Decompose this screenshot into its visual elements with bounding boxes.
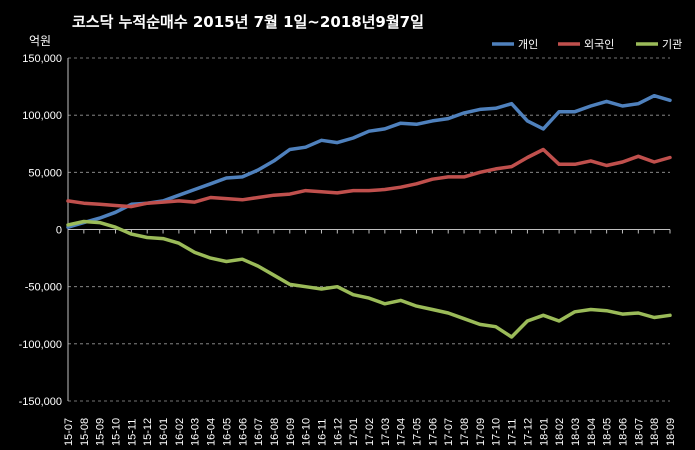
legend-label: 기관 <box>662 38 682 51</box>
legend-label: 외국인 <box>584 38 614 51</box>
x-tick-label: 16-04 <box>206 418 218 446</box>
x-tick-label: 17-10 <box>491 418 503 446</box>
x-axis-ticks: 15-07 15-08 15-09 15-10 15-11 15-12 16-01 16-02… <box>63 229 677 446</box>
x-tick-label: 17-01 <box>348 418 360 446</box>
legend-label: 개인 <box>518 38 538 51</box>
x-tick-label: 17-03 <box>380 418 392 446</box>
x-tick-label: 16-08 <box>269 418 281 446</box>
x-tick-label: 17-05 <box>412 418 424 446</box>
x-tick-label: 15-08 <box>79 418 91 446</box>
x-tick-label: 15-09 <box>95 418 107 446</box>
x-tick-label: 18-06 <box>617 418 629 446</box>
x-tick-label: 16-02 <box>174 418 186 446</box>
x-tick-label: 17-12 <box>522 418 534 446</box>
y-tick-label: 0 <box>56 225 62 237</box>
x-tick-label: 16-10 <box>301 418 313 446</box>
x-tick-label: 18-02 <box>554 418 566 446</box>
x-tick-label: 16-09 <box>285 418 297 446</box>
series-line-외국인 <box>66 147 672 209</box>
x-tick-label: 18-05 <box>602 418 614 446</box>
x-tick-label: 17-11 <box>507 419 519 446</box>
y-tick-label: -50,000 <box>25 282 62 294</box>
series-lines <box>66 93 672 339</box>
y-tick-label: 100,000 <box>22 110 62 122</box>
x-tick-label: 17-02 <box>364 418 376 446</box>
x-tick-label: 16-03 <box>190 418 202 446</box>
x-tick-label: 16-05 <box>221 418 233 446</box>
y-tick-label: 50,000 <box>28 167 62 179</box>
x-tick-label: 16-06 <box>237 418 249 446</box>
x-tick-label: 15-11 <box>126 419 138 446</box>
series-line-기관 <box>66 219 672 339</box>
x-tick-label: 16-12 <box>332 418 344 446</box>
x-tick-label: 18-07 <box>633 418 645 446</box>
x-tick-label: 16-11 <box>316 419 328 446</box>
y-axis-unit-label: 억원 <box>29 34 51 48</box>
x-tick-label: 15-10 <box>111 418 123 446</box>
y-tick-label: -150,000 <box>19 396 62 408</box>
series-line-개인 <box>66 93 672 229</box>
x-tick-label: 18-08 <box>649 418 661 446</box>
x-tick-label: 15-07 <box>63 418 75 446</box>
x-tick-label: 18-09 <box>665 418 677 446</box>
x-tick-label: 17-09 <box>475 418 487 446</box>
x-tick-label: 17-07 <box>443 418 455 446</box>
x-tick-label: 18-03 <box>570 418 582 446</box>
y-tick-label: -100,000 <box>19 339 62 351</box>
y-axis-ticks: 150,000 100,000 50,000 0 -50,000 -100,000 -150… <box>19 53 62 408</box>
x-tick-label: 17-06 <box>427 418 439 446</box>
x-tick-label: 16-07 <box>253 418 265 446</box>
chart-title: 코스닥 누적순매수 2015년 7월 1일~2018년9월7일 <box>72 13 424 31</box>
x-tick-label: 15-12 <box>142 418 154 446</box>
x-tick-label: 18-01 <box>538 418 550 446</box>
x-tick-label: 16-01 <box>158 418 170 446</box>
y-tick-label: 150,000 <box>22 53 62 65</box>
legend: 개인 외국인 기관 <box>492 38 682 51</box>
x-tick-label: 17-04 <box>396 418 408 446</box>
x-tick-label: 18-04 <box>586 418 598 446</box>
x-tick-label: 17-08 <box>459 418 471 446</box>
